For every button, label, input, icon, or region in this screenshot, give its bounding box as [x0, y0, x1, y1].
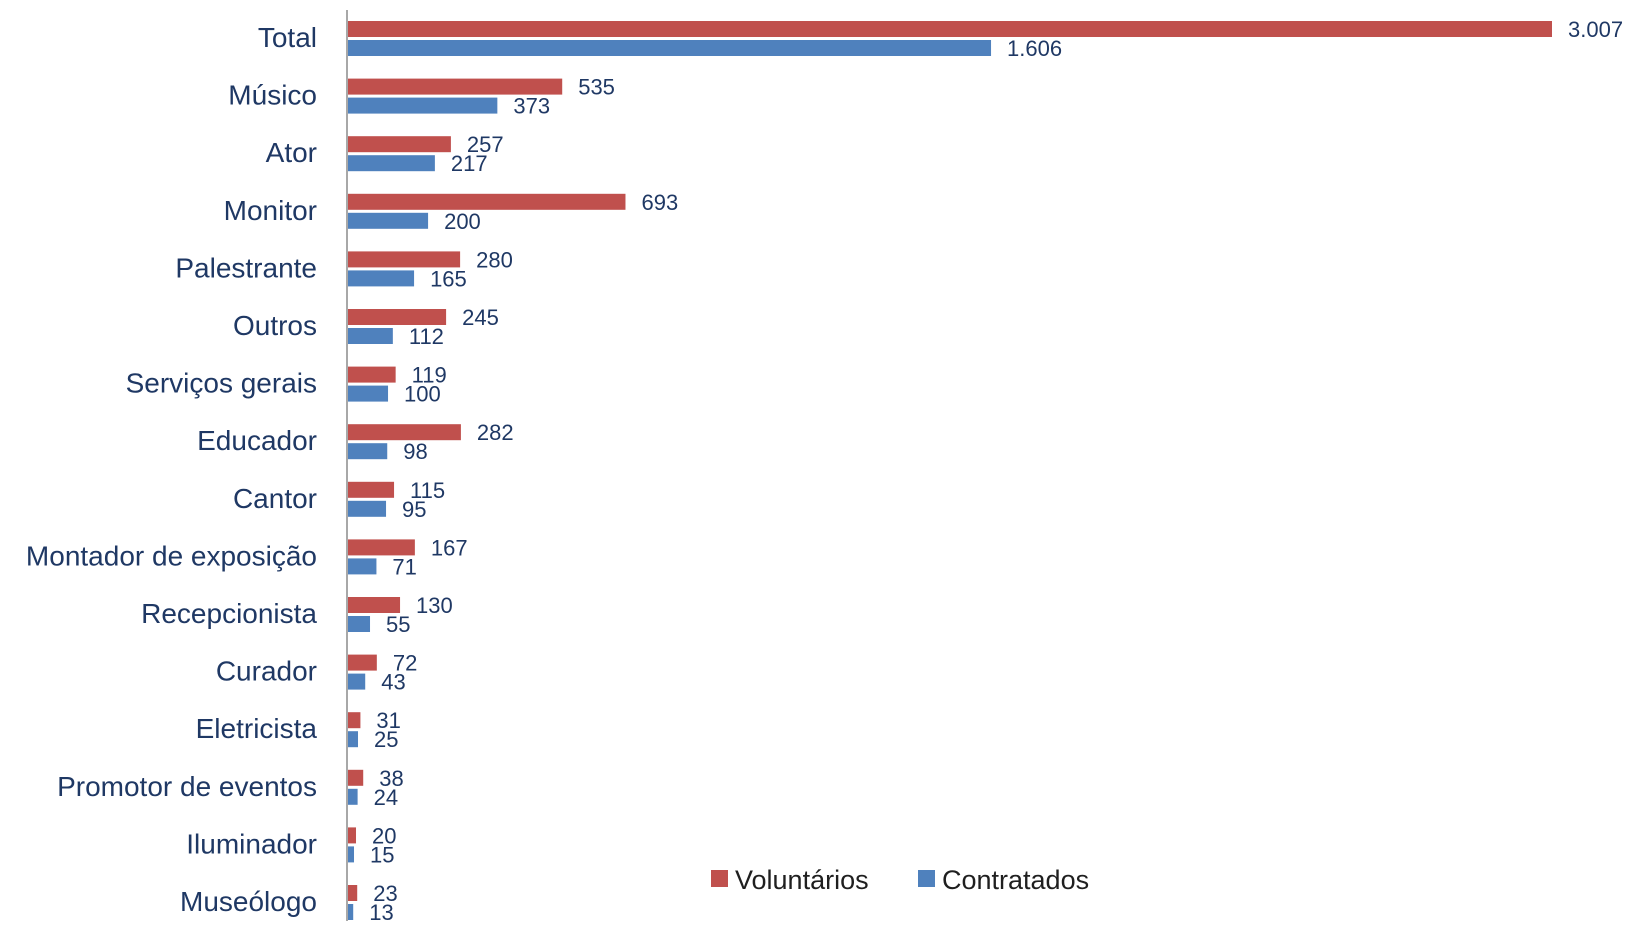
bar-contratados-curador — [348, 673, 366, 690]
value-label-contratados-educador: 98 — [403, 439, 427, 464]
bar-voluntarios-eletricista — [348, 712, 361, 729]
bar-voluntarios-recepcionista — [348, 597, 401, 613]
value-label-contratados-eletricista: 25 — [374, 727, 398, 752]
bar-contratados-monitor — [348, 212, 429, 229]
value-label-contratados-curador: 43 — [381, 670, 405, 695]
bar-voluntarios-monitor — [348, 193, 626, 210]
bar-contratados-outros — [348, 328, 393, 344]
bar-contratados-educador — [348, 443, 388, 460]
value-label-voluntarios-total: 3.007 — [1568, 17, 1623, 42]
category-label-montador-de-exposicao: Montador de exposição — [26, 540, 317, 571]
bar-contratados-museologo — [348, 904, 354, 920]
value-label-voluntarios-montador-de-exposicao: 167 — [431, 535, 468, 560]
legend: Voluntários Contratados — [711, 865, 1089, 895]
bar-voluntarios-promotor-de-eventos — [348, 769, 364, 786]
value-label-voluntarios-museologo: 23 — [373, 881, 397, 906]
value-label-contratados-montador-de-exposicao: 71 — [392, 554, 416, 579]
value-label-contratados-museologo: 13 — [369, 900, 393, 925]
category-label-servicos-gerais: Serviços gerais — [126, 368, 317, 399]
category-label-recepcionista: Recepcionista — [141, 598, 317, 629]
bar-voluntarios-servicos-gerais — [348, 366, 396, 383]
bar-voluntarios-montador-de-exposicao — [348, 539, 415, 556]
value-label-contratados-ator: 217 — [451, 151, 488, 176]
bar-contratados-musico — [348, 97, 498, 114]
bar-voluntarios-palestrante — [348, 251, 461, 268]
bar-contratados-cantor — [348, 500, 387, 517]
bar-contratados-palestrante — [348, 270, 415, 287]
value-label-contratados-outros: 112 — [409, 324, 444, 349]
bar-contratados-servicos-gerais — [348, 385, 389, 402]
bar-voluntarios-educador — [348, 424, 461, 441]
bar-voluntarios-iluminador — [348, 827, 357, 844]
value-label-voluntarios-promotor-de-eventos: 38 — [379, 766, 403, 791]
legend-swatch-voluntarios — [711, 870, 728, 887]
category-label-total: Total — [258, 22, 317, 53]
bar-voluntarios-total — [348, 21, 1552, 37]
value-label-contratados-musico: 373 — [513, 94, 550, 119]
category-label-cantor: Cantor — [233, 483, 317, 514]
value-label-voluntarios-educador: 282 — [477, 420, 514, 445]
value-label-contratados-promotor-de-eventos: 24 — [374, 785, 398, 810]
category-label-palestrante: Palestrante — [175, 252, 317, 283]
value-label-voluntarios-recepcionista: 130 — [416, 593, 453, 618]
category-label-educador: Educador — [197, 425, 317, 456]
category-label-promotor-de-eventos: Promotor de eventos — [57, 771, 317, 802]
value-label-voluntarios-curador: 72 — [393, 651, 417, 676]
category-label-monitor: Monitor — [224, 195, 317, 226]
value-label-voluntarios-ator: 257 — [467, 132, 504, 157]
category-label-museologo: Museólogo — [180, 886, 317, 917]
bar-voluntarios-cantor — [348, 481, 395, 498]
category-label-outros: Outros — [233, 310, 317, 341]
value-label-voluntarios-cantor: 115 — [410, 478, 445, 503]
legend-swatch-contratados — [918, 870, 935, 887]
category-label-eletricista: Eletricista — [196, 713, 318, 744]
category-label-iluminador: Iluminador — [186, 828, 317, 859]
value-label-voluntarios-palestrante: 280 — [476, 247, 513, 272]
category-label-curador: Curador — [216, 656, 317, 687]
bar-contratados-total — [348, 40, 992, 56]
bar-voluntarios-museologo — [348, 885, 358, 901]
value-label-voluntarios-outros: 245 — [462, 305, 499, 330]
value-label-contratados-servicos-gerais: 100 — [404, 382, 441, 407]
legend-label-contratados: Contratados — [942, 865, 1089, 895]
bar-contratados-recepcionista — [348, 616, 371, 632]
value-label-voluntarios-iluminador: 20 — [372, 823, 396, 848]
bar-contratados-montador-de-exposicao — [348, 558, 377, 575]
bar-voluntarios-curador — [348, 654, 377, 671]
bar-contratados-ator — [348, 155, 435, 172]
value-label-contratados-total: 1.606 — [1007, 36, 1062, 61]
bar-voluntarios-musico — [348, 78, 563, 95]
bar-voluntarios-outros — [348, 309, 447, 325]
value-label-contratados-monitor: 200 — [444, 209, 481, 234]
value-label-voluntarios-musico: 535 — [578, 75, 615, 100]
bar-contratados-promotor-de-eventos — [348, 788, 358, 805]
bar-voluntarios-ator — [348, 136, 451, 153]
value-label-contratados-cantor: 95 — [402, 497, 426, 522]
legend-label-voluntarios: Voluntários — [735, 865, 869, 895]
bar-contratados-iluminador — [348, 846, 355, 863]
value-label-voluntarios-eletricista: 31 — [376, 708, 400, 733]
value-label-contratados-palestrante: 165 — [430, 266, 467, 291]
category-label-ator: Ator — [266, 137, 317, 168]
value-label-voluntarios-servicos-gerais: 119 — [412, 363, 447, 388]
value-label-contratados-recepcionista: 55 — [386, 612, 410, 637]
bar-contratados-eletricista — [348, 731, 359, 748]
value-label-voluntarios-monitor: 693 — [641, 190, 678, 215]
value-label-contratados-iluminador: 15 — [370, 842, 394, 867]
bars-group — [348, 21, 1552, 920]
category-labels: Total Músico Ator Monitor Palestrante Outros S… — [26, 22, 318, 917]
category-label-musico: Músico — [228, 80, 317, 111]
